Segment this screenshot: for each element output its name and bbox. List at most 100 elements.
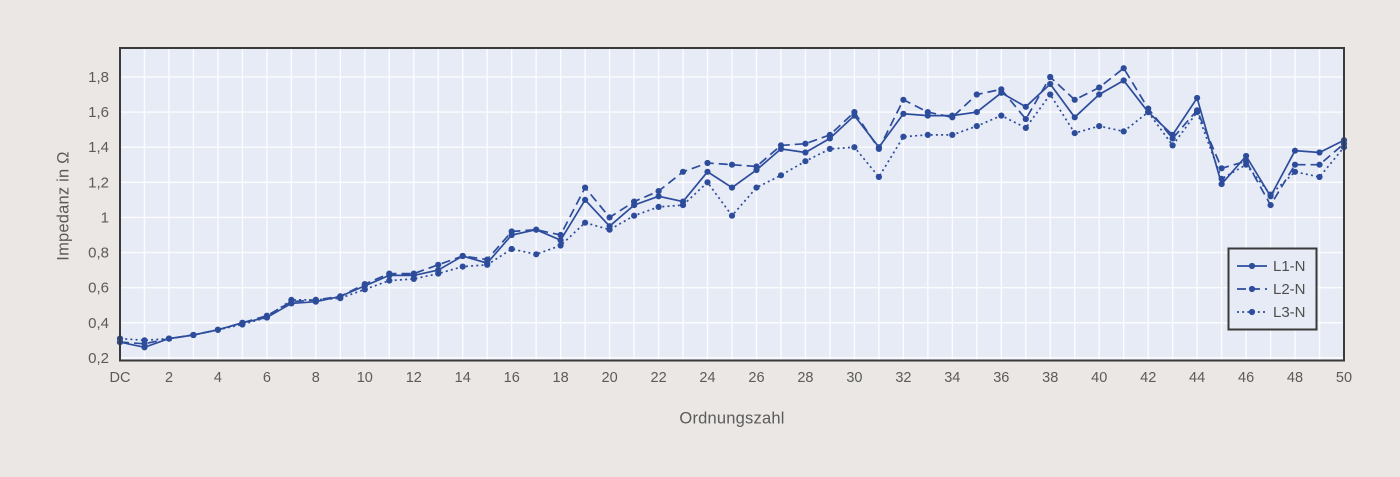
x-tick-label: 40 xyxy=(1091,370,1107,386)
x-tick-label: 28 xyxy=(797,370,813,386)
data-point-L1-N xyxy=(410,272,417,279)
x-tick-label: 30 xyxy=(846,370,862,386)
data-point-L2-N xyxy=(1194,107,1201,114)
data-point-L1-N xyxy=(484,260,491,267)
data-point-L3-N xyxy=(1120,128,1127,135)
y-tick-label: 1,2 xyxy=(88,174,109,191)
data-point-L1-N xyxy=(1145,109,1152,116)
y-tick-label: 1,8 xyxy=(88,69,109,86)
data-point-L1-N xyxy=(1218,181,1225,188)
data-point-L1-N xyxy=(1291,147,1299,154)
data-point-L3-N xyxy=(826,145,834,152)
data-point-L2-N xyxy=(679,168,687,175)
data-point-L3-N xyxy=(1022,124,1029,131)
data-point-L1-N xyxy=(606,223,613,230)
data-point-L3-N xyxy=(533,251,540,258)
x-tick-label: 42 xyxy=(1140,370,1156,386)
data-point-L3-N xyxy=(728,212,736,219)
y-axis-title: Impedanz in Ω xyxy=(54,151,73,261)
data-point-L1-N xyxy=(1120,77,1127,84)
data-point-L2-N xyxy=(582,184,589,191)
data-point-L1-N xyxy=(1071,114,1078,121)
series-L1-N xyxy=(116,77,1348,351)
data-point-L1-N xyxy=(631,202,638,209)
data-point-L1-N xyxy=(973,109,980,116)
data-point-L1-N xyxy=(851,112,858,119)
data-point-L1-N xyxy=(508,231,515,239)
data-point-L3-N xyxy=(998,112,1005,119)
data-point-L1-N xyxy=(214,326,221,333)
x-tick-label: 32 xyxy=(895,370,911,386)
data-point-L3-N xyxy=(557,242,564,249)
data-point-L3-N xyxy=(1071,130,1078,137)
data-point-L1-N xyxy=(655,193,662,200)
data-point-L3-N xyxy=(459,263,466,270)
data-point-L1-N xyxy=(1316,149,1323,156)
data-point-L1-N xyxy=(900,110,907,117)
data-point-L3-N xyxy=(949,131,956,138)
data-point-L3-N xyxy=(1047,91,1054,98)
y-tick-label: 0,2 xyxy=(88,350,109,367)
legend-item-L2-N: L2-N xyxy=(1237,281,1306,298)
data-point-L3-N xyxy=(704,179,711,186)
data-point-L3-N xyxy=(924,131,931,138)
data-point-L1-N xyxy=(312,298,319,305)
x-tick-label: 18 xyxy=(553,370,569,386)
data-point-L1-N xyxy=(239,319,246,326)
y-tick-label: 1,4 xyxy=(88,139,109,156)
legend-label: L3-N xyxy=(1273,304,1306,321)
data-point-L1-N xyxy=(459,252,466,260)
data-point-L1-N xyxy=(753,166,760,174)
data-point-L1-N xyxy=(1022,103,1029,110)
y-tick-label: 0,8 xyxy=(88,245,109,262)
data-point-L3-N xyxy=(631,212,638,219)
data-point-L1-N xyxy=(337,293,344,300)
data-point-L2-N xyxy=(1071,96,1078,103)
x-tick-label: 22 xyxy=(651,370,667,386)
x-axis-title: Ordnungszahl xyxy=(679,409,785,428)
data-point-L1-N xyxy=(728,184,736,191)
data-point-L1-N xyxy=(190,331,197,339)
data-point-L3-N xyxy=(753,184,760,191)
data-point-L2-N xyxy=(1291,161,1299,168)
data-point-L1-N xyxy=(679,198,687,205)
data-point-L2-N xyxy=(1096,84,1103,91)
data-point-L3-N xyxy=(1169,142,1176,149)
data-point-L2-N xyxy=(1120,65,1127,72)
x-tick-label: 50 xyxy=(1336,370,1352,386)
data-point-L1-N xyxy=(557,237,564,244)
data-point-L3-N xyxy=(582,219,589,226)
data-point-L1-N xyxy=(949,112,956,119)
data-point-L3-N xyxy=(973,123,980,130)
data-point-L3-N xyxy=(1316,173,1323,181)
data-point-L2-N xyxy=(606,214,613,221)
x-tick-label: 14 xyxy=(455,370,471,386)
y-tick-label: 0,4 xyxy=(88,315,109,332)
data-point-L1-N xyxy=(582,196,589,203)
data-point-L1-N xyxy=(704,168,711,175)
data-point-L1-N xyxy=(533,226,540,233)
data-point-L3-N xyxy=(875,173,883,181)
data-point-L3-N xyxy=(900,133,907,140)
data-point-L2-N xyxy=(704,159,711,167)
data-point-L2-N xyxy=(1218,165,1225,172)
x-tick-label: 8 xyxy=(312,370,320,386)
y-tick-label: 1,6 xyxy=(88,104,109,121)
series-line-L3-N xyxy=(119,92,1345,342)
data-point-L3-N xyxy=(1096,123,1103,130)
legend-marker-swatch xyxy=(1248,262,1256,270)
x-tick-label: 20 xyxy=(602,370,618,386)
data-point-L1-N xyxy=(386,272,393,279)
data-point-L3-N xyxy=(802,158,809,165)
x-tick-label: 6 xyxy=(263,370,271,386)
y-tick-label: 1 xyxy=(101,209,109,226)
x-tick-label: 2 xyxy=(165,370,173,386)
x-tick-label: 26 xyxy=(748,370,764,386)
data-point-L1-N xyxy=(165,335,173,342)
x-tick-label: 44 xyxy=(1189,370,1205,386)
data-point-L1-N xyxy=(1267,193,1274,200)
x-axis-tick-labels: DC 2 4 6 8 10 12 14 16 18 20 22 24 26 28 30 32 34 36 38 40 42… xyxy=(110,370,1353,386)
data-point-L1-N xyxy=(1047,80,1054,88)
x-tick-label: 10 xyxy=(357,370,373,386)
